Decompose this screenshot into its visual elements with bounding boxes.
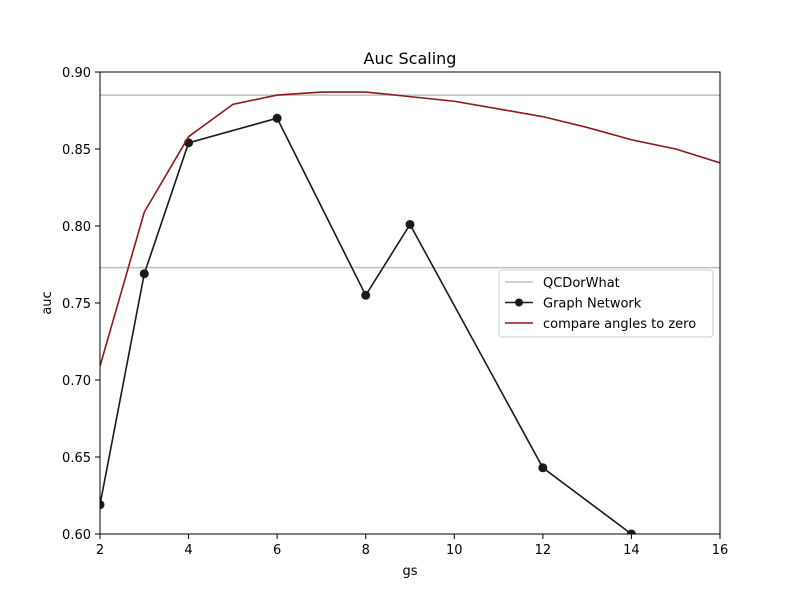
y-axis: 0.60 0.65 0.70 0.75 0.80 0.85 0.90	[62, 66, 100, 543]
x-tick-label: 8	[362, 543, 370, 558]
data-point	[100, 500, 105, 510]
y-tick-label: 0.65	[62, 451, 91, 466]
chart-title: Auc Scaling	[364, 49, 457, 68]
x-tick-label: 14	[623, 543, 640, 558]
x-tick-label: 4	[184, 543, 192, 558]
legend-swatch-marker	[515, 298, 523, 307]
x-tick-label: 2	[96, 543, 104, 558]
series-line	[100, 117, 632, 534]
y-tick-label: 0.90	[62, 66, 91, 81]
data-point	[272, 113, 282, 123]
x-tick-label: 6	[273, 543, 281, 558]
x-tick-label: 12	[535, 543, 552, 558]
y-axis-label: auc	[40, 291, 55, 314]
legend-label: compare angles to zero	[543, 317, 696, 332]
legend-box	[498, 269, 714, 338]
reference-lines	[100, 94, 720, 269]
data-point	[405, 219, 415, 229]
series-layer	[100, 91, 720, 534]
y-tick-label: 0.60	[62, 528, 91, 543]
y-tick-label: 0.80	[62, 220, 91, 235]
data-point	[626, 529, 636, 534]
series-line	[100, 91, 720, 367]
data-point	[538, 463, 548, 473]
y-tick-label: 0.70	[62, 374, 91, 389]
y-tick-label: 0.75	[62, 297, 91, 312]
data-point	[139, 269, 149, 279]
x-tick-label: 16	[712, 543, 729, 558]
y-tick-label: 0.85	[62, 143, 91, 158]
x-tick-label: 10	[446, 543, 463, 558]
x-axis: 2 4 6 8 10 12 14 16	[96, 534, 728, 558]
legend: QCDorWhat Graph Network compare angles to …	[498, 269, 714, 338]
legend-label: QCDorWhat	[543, 276, 620, 291]
data-point	[361, 290, 371, 300]
legend-label: Graph Network	[543, 297, 642, 312]
x-axis-label: gs	[402, 564, 417, 579]
